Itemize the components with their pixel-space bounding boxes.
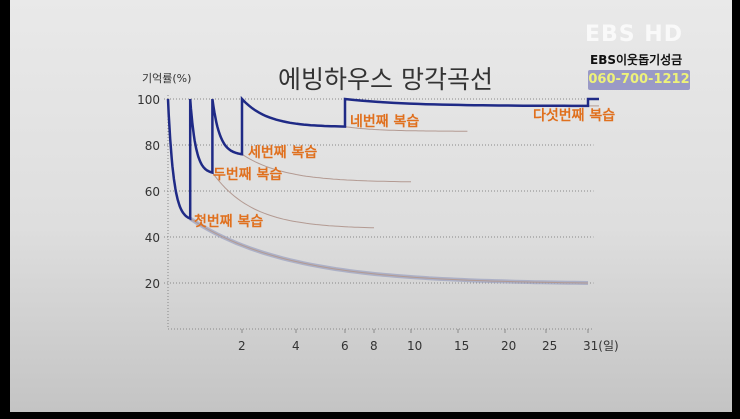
forgetting-curve-chart: 100 80 60 40 20 2 4 6 8 10 15 20 25 31(일) — [137, 93, 619, 353]
x-tick-label: 15 — [454, 339, 469, 353]
review-retention-line — [166, 95, 599, 221]
donation-phone: 060-700-1212 — [588, 70, 690, 90]
tv-screen: 100 80 60 40 20 2 4 6 8 10 15 20 25 31(일) EBS HD EBS이… — [10, 0, 732, 412]
y-tick-label: 40 — [145, 231, 160, 245]
review-label-3: 세번째 복습 — [248, 145, 318, 161]
x-tick-label: 8 — [370, 339, 378, 353]
x-tick-label: 2 — [238, 339, 246, 353]
x-tick-label: 20 — [501, 339, 516, 353]
donation-label: EBS이웃돕기성금 — [590, 53, 683, 67]
review-label-1: 첫번째 복습 — [194, 214, 264, 230]
y-tick-label: 80 — [145, 139, 160, 153]
review-label-5: 다섯번째 복습 — [533, 108, 616, 124]
x-tick-label: 25 — [542, 339, 557, 353]
y-tick-label: 60 — [145, 185, 160, 199]
forgetting-curve-3 — [241, 153, 411, 183]
y-tick-label: 20 — [145, 277, 160, 291]
forgetting-curve-2 — [211, 172, 375, 229]
x-tick-label: 10 — [407, 339, 422, 353]
x-tick-label: 4 — [292, 339, 300, 353]
y-tick-label: 100 — [137, 93, 160, 107]
review-label-4: 네번째 복습 — [350, 114, 420, 130]
y-axis-label: 기억률(%) — [142, 72, 192, 85]
x-tick-label: 6 — [341, 339, 349, 353]
x-tick-label: 31(일) — [583, 339, 619, 353]
review-label-2: 두번째 복습 — [213, 167, 283, 183]
chart-title: 에빙하우스 망각곡선 — [278, 65, 493, 94]
forgetting-curve-4 — [344, 126, 468, 132]
broadcaster-watermark: EBS HD — [585, 22, 683, 47]
forgetting-curve-1 — [189, 218, 589, 284]
